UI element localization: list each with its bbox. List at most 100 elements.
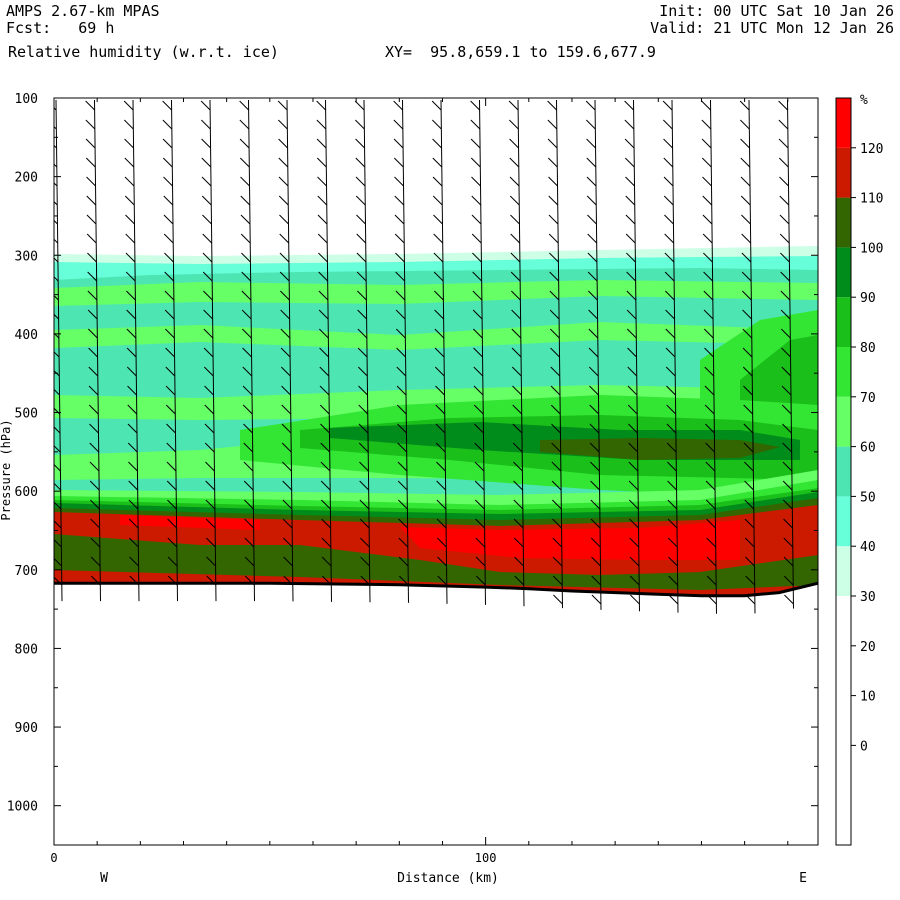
- wind-barb-feather: [88, 404, 99, 415]
- wind-barb-feather: [630, 594, 640, 605]
- wind-barb-feather: [664, 290, 675, 301]
- wind-barb-feather: [475, 499, 485, 510]
- wind-barb-feather: [780, 290, 791, 301]
- wind-barb-feather: [663, 157, 674, 168]
- wind-barb-feather: [54, 538, 62, 548]
- wind-barb-feather: [551, 480, 562, 491]
- x-tick-label: 0: [50, 851, 57, 865]
- wind-barb-feather: [784, 594, 794, 605]
- wind-barb-feather: [588, 347, 599, 358]
- wind-barb-feather: [203, 347, 214, 358]
- wind-barb-feather: [123, 100, 134, 111]
- wind-barb-feather: [167, 575, 178, 586]
- wind-barb-feather: [665, 347, 676, 358]
- wind-barb-feather: [590, 499, 601, 510]
- wind-barb-feather: [164, 328, 175, 339]
- x-axis-label: Distance (km): [397, 871, 499, 886]
- wind-barb-feather: [509, 157, 520, 168]
- wind-barb-feather: [628, 442, 638, 453]
- wind-barb-feather: [667, 537, 678, 548]
- wind-barb-feather: [87, 309, 98, 320]
- wind-barb-feather: [128, 461, 138, 472]
- wind-barb-feather: [282, 518, 293, 529]
- wind-barb-feather: [666, 385, 676, 396]
- wind-barb-feather: [779, 233, 790, 244]
- wind-barb-feather: [127, 423, 138, 434]
- wind-barb-feather: [397, 461, 408, 472]
- wind-barb-staff: [594, 99, 602, 610]
- wind-barb-feather: [54, 520, 62, 529]
- wind-barb-feather: [547, 100, 557, 111]
- wind-barb-feather: [393, 100, 403, 111]
- colorbar-swatch: [836, 297, 851, 347]
- wind-barb-feather: [165, 366, 176, 377]
- wind-barb-feather: [627, 366, 638, 377]
- wind-barb-feather: [508, 119, 519, 130]
- y-axis: 100 200 300 400 500 600 700 800 900 1000: [7, 92, 818, 815]
- wind-barb-feather: [779, 195, 790, 206]
- wind-barb-staff: [248, 99, 255, 602]
- wind-barb-feather: [54, 144, 57, 149]
- wind-barb-feather: [395, 328, 406, 339]
- wind-barb-column: [624, 99, 640, 612]
- wind-barb-feather: [90, 575, 101, 586]
- colorbar-label: 100: [860, 241, 883, 256]
- wind-barb-feather: [779, 214, 790, 225]
- wind-barb-feather: [703, 328, 714, 339]
- wind-barb-feather: [471, 195, 482, 206]
- wind-barb-feather: [662, 100, 673, 111]
- wind-barb-feather: [706, 556, 717, 567]
- wind-barb-feather: [317, 176, 327, 187]
- wind-barb-feather: [239, 119, 250, 130]
- wind-barb-feather: [628, 461, 639, 472]
- wind-barb-column: [54, 99, 63, 602]
- wind-barb-feather: [54, 219, 58, 225]
- wind-barb-feather: [473, 385, 484, 396]
- wind-barb-feather: [278, 157, 289, 168]
- y-axis-label: Pressure (hPa): [0, 419, 13, 520]
- wind-barb-feather: [626, 309, 637, 320]
- wind-barb-feather: [663, 176, 674, 187]
- wind-barb-feather: [511, 347, 522, 358]
- wind-barb-feather: [316, 138, 327, 149]
- wind-barb-feather: [87, 252, 97, 263]
- wind-barb-feather: [396, 385, 407, 396]
- wind-barb-feather: [242, 385, 253, 396]
- wind-barb-feather: [243, 461, 254, 472]
- wind-barb-feather: [241, 309, 252, 320]
- wind-barb-feather: [548, 195, 559, 206]
- wind-barb-feather: [742, 328, 753, 339]
- colorbar-label: 40: [860, 540, 876, 555]
- wind-barb-column: [508, 99, 525, 607]
- wind-barb-feather: [124, 176, 135, 187]
- wind-barb-feather: [243, 423, 253, 434]
- wind-barb-feather: [394, 176, 404, 187]
- wind-barb-feather: [702, 214, 713, 225]
- wind-barb-feather: [128, 518, 139, 529]
- wind-barb-feather: [239, 157, 250, 168]
- wind-barb-feather: [783, 537, 794, 548]
- wind-barb-feather: [625, 214, 636, 225]
- wind-barb-feather: [396, 366, 407, 377]
- wind-barb-feather: [282, 461, 292, 472]
- y-tick-label: 1000: [7, 800, 38, 815]
- wind-barb-staff: [440, 99, 448, 604]
- wind-barb-feather: [590, 461, 600, 472]
- wind-barb-feather: [318, 271, 329, 282]
- wind-barb-feather: [629, 537, 640, 548]
- wind-barb-feather: [552, 537, 563, 548]
- wind-barb-feather: [666, 423, 677, 434]
- wind-barb-column: [662, 99, 679, 613]
- wind-barb-feather: [551, 461, 562, 472]
- wind-barb-feather: [278, 138, 288, 149]
- wind-barb-feather: [780, 309, 791, 320]
- colorbar-label: 10: [860, 690, 876, 705]
- wind-barb-feather: [474, 442, 485, 453]
- wind-barb-feather: [782, 442, 793, 453]
- wind-barb-feather: [587, 271, 598, 282]
- wind-barb-feather: [705, 480, 716, 491]
- wind-barb-feather: [701, 138, 712, 149]
- wind-barb-feather: [90, 556, 101, 567]
- wind-barb-feather: [547, 157, 558, 168]
